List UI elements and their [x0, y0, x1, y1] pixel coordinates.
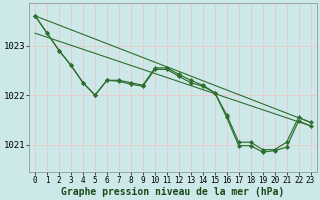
- X-axis label: Graphe pression niveau de la mer (hPa): Graphe pression niveau de la mer (hPa): [61, 186, 284, 197]
